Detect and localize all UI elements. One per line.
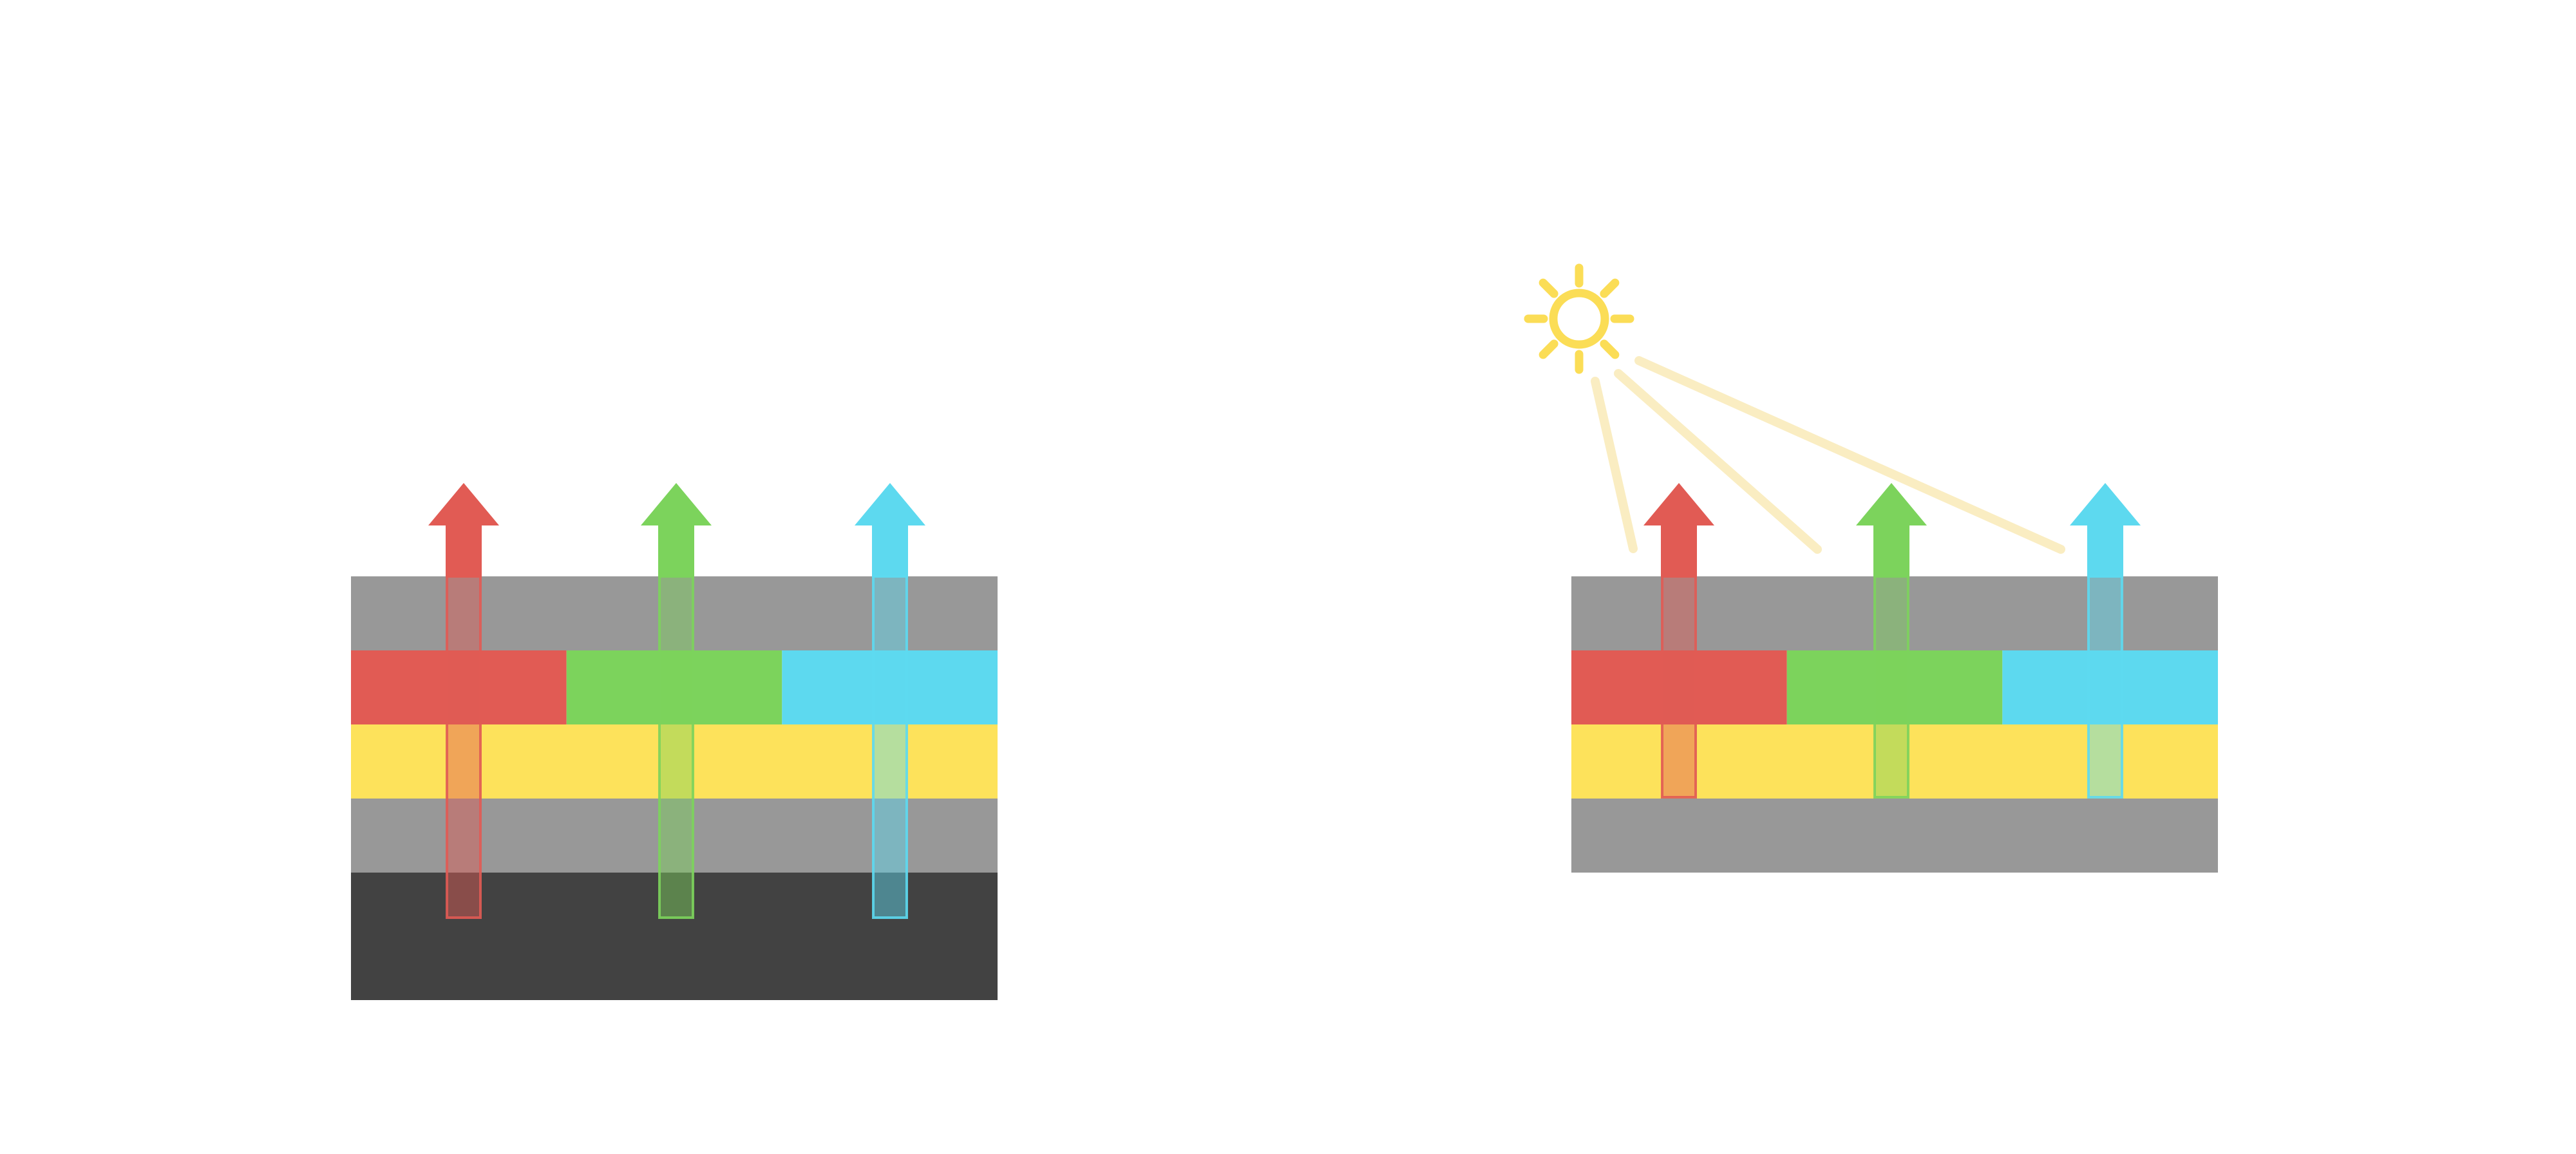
layer-dark-base: [351, 873, 998, 1000]
color-filter-layer: [351, 650, 998, 724]
layer-gray-bottom: [351, 799, 998, 873]
sun-beam: [1634, 356, 2065, 554]
color-filter-layer: [1571, 650, 2218, 724]
arrow-shaft-blue: [2087, 575, 2123, 799]
color-filter-segment-blue: [782, 650, 998, 724]
color-filter-segment-green: [566, 650, 782, 724]
up-arrow-green: [641, 483, 712, 578]
up-arrow-green: [1856, 483, 1927, 578]
blue-light-arrow: [2070, 483, 2141, 799]
arrow-shaft-red: [1661, 575, 1697, 799]
layer-gray-top: [1571, 576, 2218, 650]
layer-gray-top: [351, 576, 998, 650]
sun-spoke: [1539, 278, 1558, 298]
sunlit-stack-panel: [1524, 263, 2218, 873]
layer-yellow-middle: [351, 724, 998, 799]
sun-spoke: [1539, 339, 1558, 359]
arrow-shaft-red: [446, 575, 482, 919]
layer-yellow-middle: [1571, 724, 2218, 799]
blue-light-arrow: [855, 483, 925, 919]
arrow-shaft-green: [1873, 575, 1909, 799]
sun-beam: [1591, 377, 1638, 553]
up-arrow-red: [428, 483, 499, 578]
sun-spoke: [1600, 278, 1620, 298]
layer-gray-bottom: [1571, 799, 2218, 873]
red-light-arrow: [428, 483, 499, 919]
arrow-shaft-blue: [872, 575, 908, 919]
red-light-arrow: [1643, 483, 1714, 799]
sun-icon: [1524, 263, 1634, 374]
color-filter-segment-blue: [2002, 650, 2218, 724]
backlit-stack-panel: [351, 483, 998, 1000]
green-light-arrow: [1856, 483, 1927, 799]
green-light-arrow: [641, 483, 712, 919]
sunlight-beams: [1591, 356, 2065, 554]
color-filter-segment-red: [351, 650, 567, 724]
sun-spoke: [1600, 339, 1620, 359]
up-arrow-blue: [2070, 483, 2141, 578]
sun-beam: [1614, 369, 1822, 554]
color-filter-segment-red: [1571, 650, 1787, 724]
color-filter-segment-green: [1786, 650, 2003, 724]
sun-circle: [1549, 288, 1609, 349]
arrow-shaft-green: [658, 575, 694, 919]
up-arrow-blue: [855, 483, 925, 578]
up-arrow-red: [1643, 483, 1714, 578]
